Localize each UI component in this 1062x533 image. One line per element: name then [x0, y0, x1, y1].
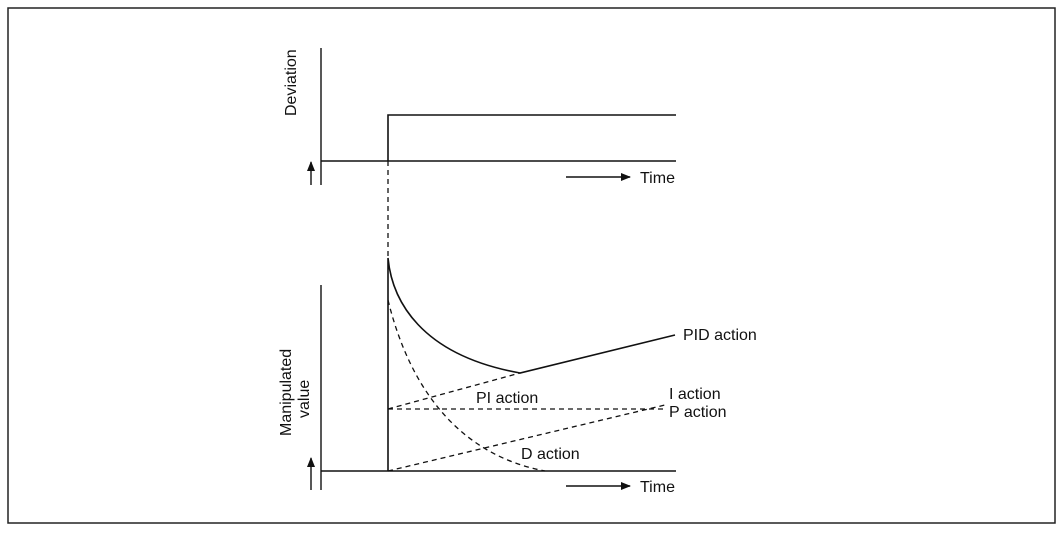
pid-curve [387, 257, 676, 471]
y-label: value [296, 380, 313, 418]
y-label: Manipulated [278, 349, 295, 436]
x-label: Time [640, 170, 675, 187]
pi-curve [387, 372, 521, 410]
curve-label: PID action [683, 327, 757, 344]
curve-label: I action [669, 386, 721, 403]
curve-label: D action [521, 446, 580, 463]
d-curve [387, 299, 546, 472]
manipulated-chart: Manipulated value PID action PI action I… [278, 257, 757, 496]
i-curve [387, 404, 666, 472]
curve-label: PI action [476, 390, 538, 407]
step-deviation [387, 114, 676, 161]
frame [7, 7, 1056, 524]
curve-label: P action [669, 404, 727, 421]
y-label: Deviation [283, 49, 300, 116]
deviation-chart: Deviation Time [283, 48, 676, 187]
x-label: Time [640, 479, 675, 496]
